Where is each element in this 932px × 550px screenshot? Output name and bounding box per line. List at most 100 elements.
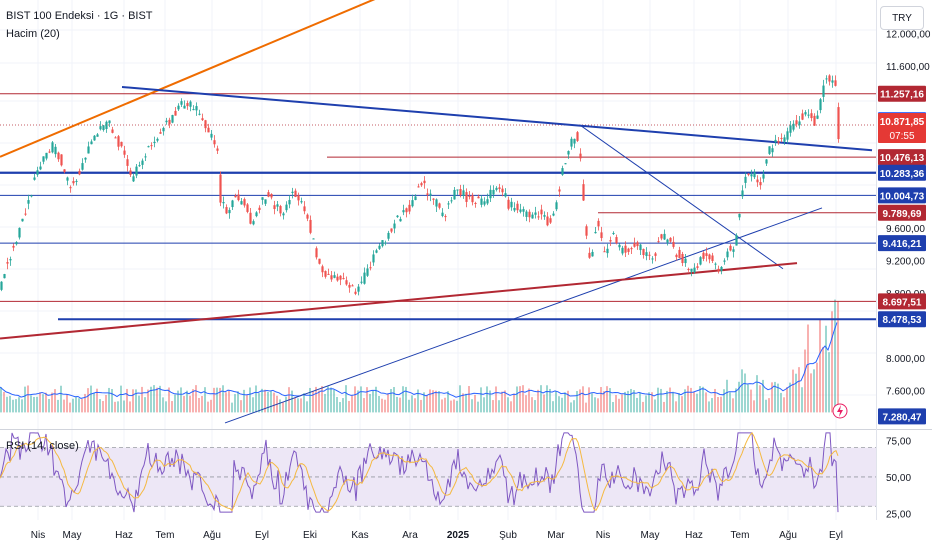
candle xyxy=(324,270,327,279)
volume-bar xyxy=(543,394,545,413)
alert-lightning-icon[interactable] xyxy=(832,403,848,419)
volume-bars xyxy=(0,299,839,413)
candle xyxy=(291,187,294,199)
volume-bar xyxy=(423,392,425,413)
candle xyxy=(330,270,333,282)
candle xyxy=(762,170,765,183)
candle xyxy=(354,288,357,296)
candle xyxy=(180,98,183,107)
candle xyxy=(525,209,528,222)
volume-bar xyxy=(285,396,287,413)
candle xyxy=(510,197,513,211)
candle xyxy=(240,198,243,205)
rsi-tick-label: 25,00 xyxy=(886,510,911,521)
candle xyxy=(435,198,438,213)
candle xyxy=(555,200,558,212)
volume-bar xyxy=(645,395,647,413)
candle xyxy=(471,192,474,206)
candle xyxy=(738,213,741,221)
candle xyxy=(165,117,168,125)
candle xyxy=(282,211,285,220)
candle xyxy=(465,188,468,208)
candle xyxy=(681,251,684,267)
volume-bar xyxy=(246,395,248,413)
candle xyxy=(345,276,348,286)
candle xyxy=(579,148,582,162)
volume-bar xyxy=(723,389,725,413)
volume-bar xyxy=(534,400,536,413)
candle xyxy=(696,263,699,270)
trendlines[interactable] xyxy=(0,0,873,424)
candle xyxy=(594,226,597,234)
candle xyxy=(615,234,618,245)
candle xyxy=(414,194,417,201)
candle xyxy=(384,240,387,246)
volume-bar xyxy=(573,400,575,413)
volume-bar xyxy=(528,388,530,413)
volume-bar xyxy=(174,394,176,413)
volume-bar xyxy=(303,393,305,413)
volume-bar xyxy=(630,388,632,413)
volume-bar xyxy=(90,385,92,413)
candle xyxy=(531,212,534,219)
candle xyxy=(297,192,300,206)
volume-bar xyxy=(759,385,761,413)
volume-bar xyxy=(0,387,2,413)
time-tick-label: Nis xyxy=(596,530,610,541)
volume-bar xyxy=(780,392,782,413)
candle xyxy=(369,261,372,271)
volume-bar xyxy=(624,391,626,413)
candle xyxy=(720,265,723,275)
volume-bar xyxy=(465,393,467,413)
candle xyxy=(279,204,282,217)
candle xyxy=(540,204,543,220)
volume-bar xyxy=(141,386,143,413)
volume-bar xyxy=(402,386,404,413)
currency-selector[interactable]: TRY xyxy=(880,6,924,30)
candle xyxy=(51,140,54,154)
volume-bar xyxy=(81,398,83,413)
candle xyxy=(750,169,753,182)
volume-bar xyxy=(618,398,620,413)
volume-bar xyxy=(783,397,785,413)
candle xyxy=(792,120,795,132)
volume-bar xyxy=(351,395,353,413)
volume-bar xyxy=(375,386,377,413)
rsi-line xyxy=(0,432,839,513)
candle xyxy=(9,256,12,266)
volume-bar xyxy=(693,391,695,413)
candle xyxy=(126,155,129,172)
candle xyxy=(423,176,426,189)
candle xyxy=(687,267,690,272)
rsi-ma-line xyxy=(0,432,839,512)
volume-bar xyxy=(648,392,650,413)
horizontal-levels[interactable] xyxy=(0,93,876,321)
volume-bar xyxy=(798,367,800,413)
candle xyxy=(102,125,105,132)
candle xyxy=(432,198,435,205)
svg-text:10.871,85: 10.871,85 xyxy=(880,117,925,128)
volume-bar xyxy=(342,398,344,413)
svg-text:11.257,16: 11.257,16 xyxy=(880,90,924,101)
volume-bar xyxy=(654,399,656,413)
candle xyxy=(519,203,522,214)
candle xyxy=(138,161,141,167)
candle xyxy=(618,243,621,251)
volume-bar xyxy=(336,396,338,413)
volume-bar xyxy=(30,395,32,413)
volume-bar xyxy=(429,389,431,413)
volume-bar xyxy=(609,388,611,413)
candle xyxy=(513,202,516,213)
candle xyxy=(735,233,738,246)
candle xyxy=(90,139,93,145)
volume-bar xyxy=(678,393,680,413)
candle xyxy=(21,218,24,222)
candle xyxy=(147,145,150,148)
volume-bar xyxy=(471,399,473,413)
volume-bar xyxy=(321,386,323,413)
volume-bar xyxy=(216,387,218,413)
volume-bar xyxy=(6,396,8,413)
level-price-tag: 8.478,53 xyxy=(878,311,926,328)
candle xyxy=(576,130,579,142)
volume-bar xyxy=(63,399,65,413)
